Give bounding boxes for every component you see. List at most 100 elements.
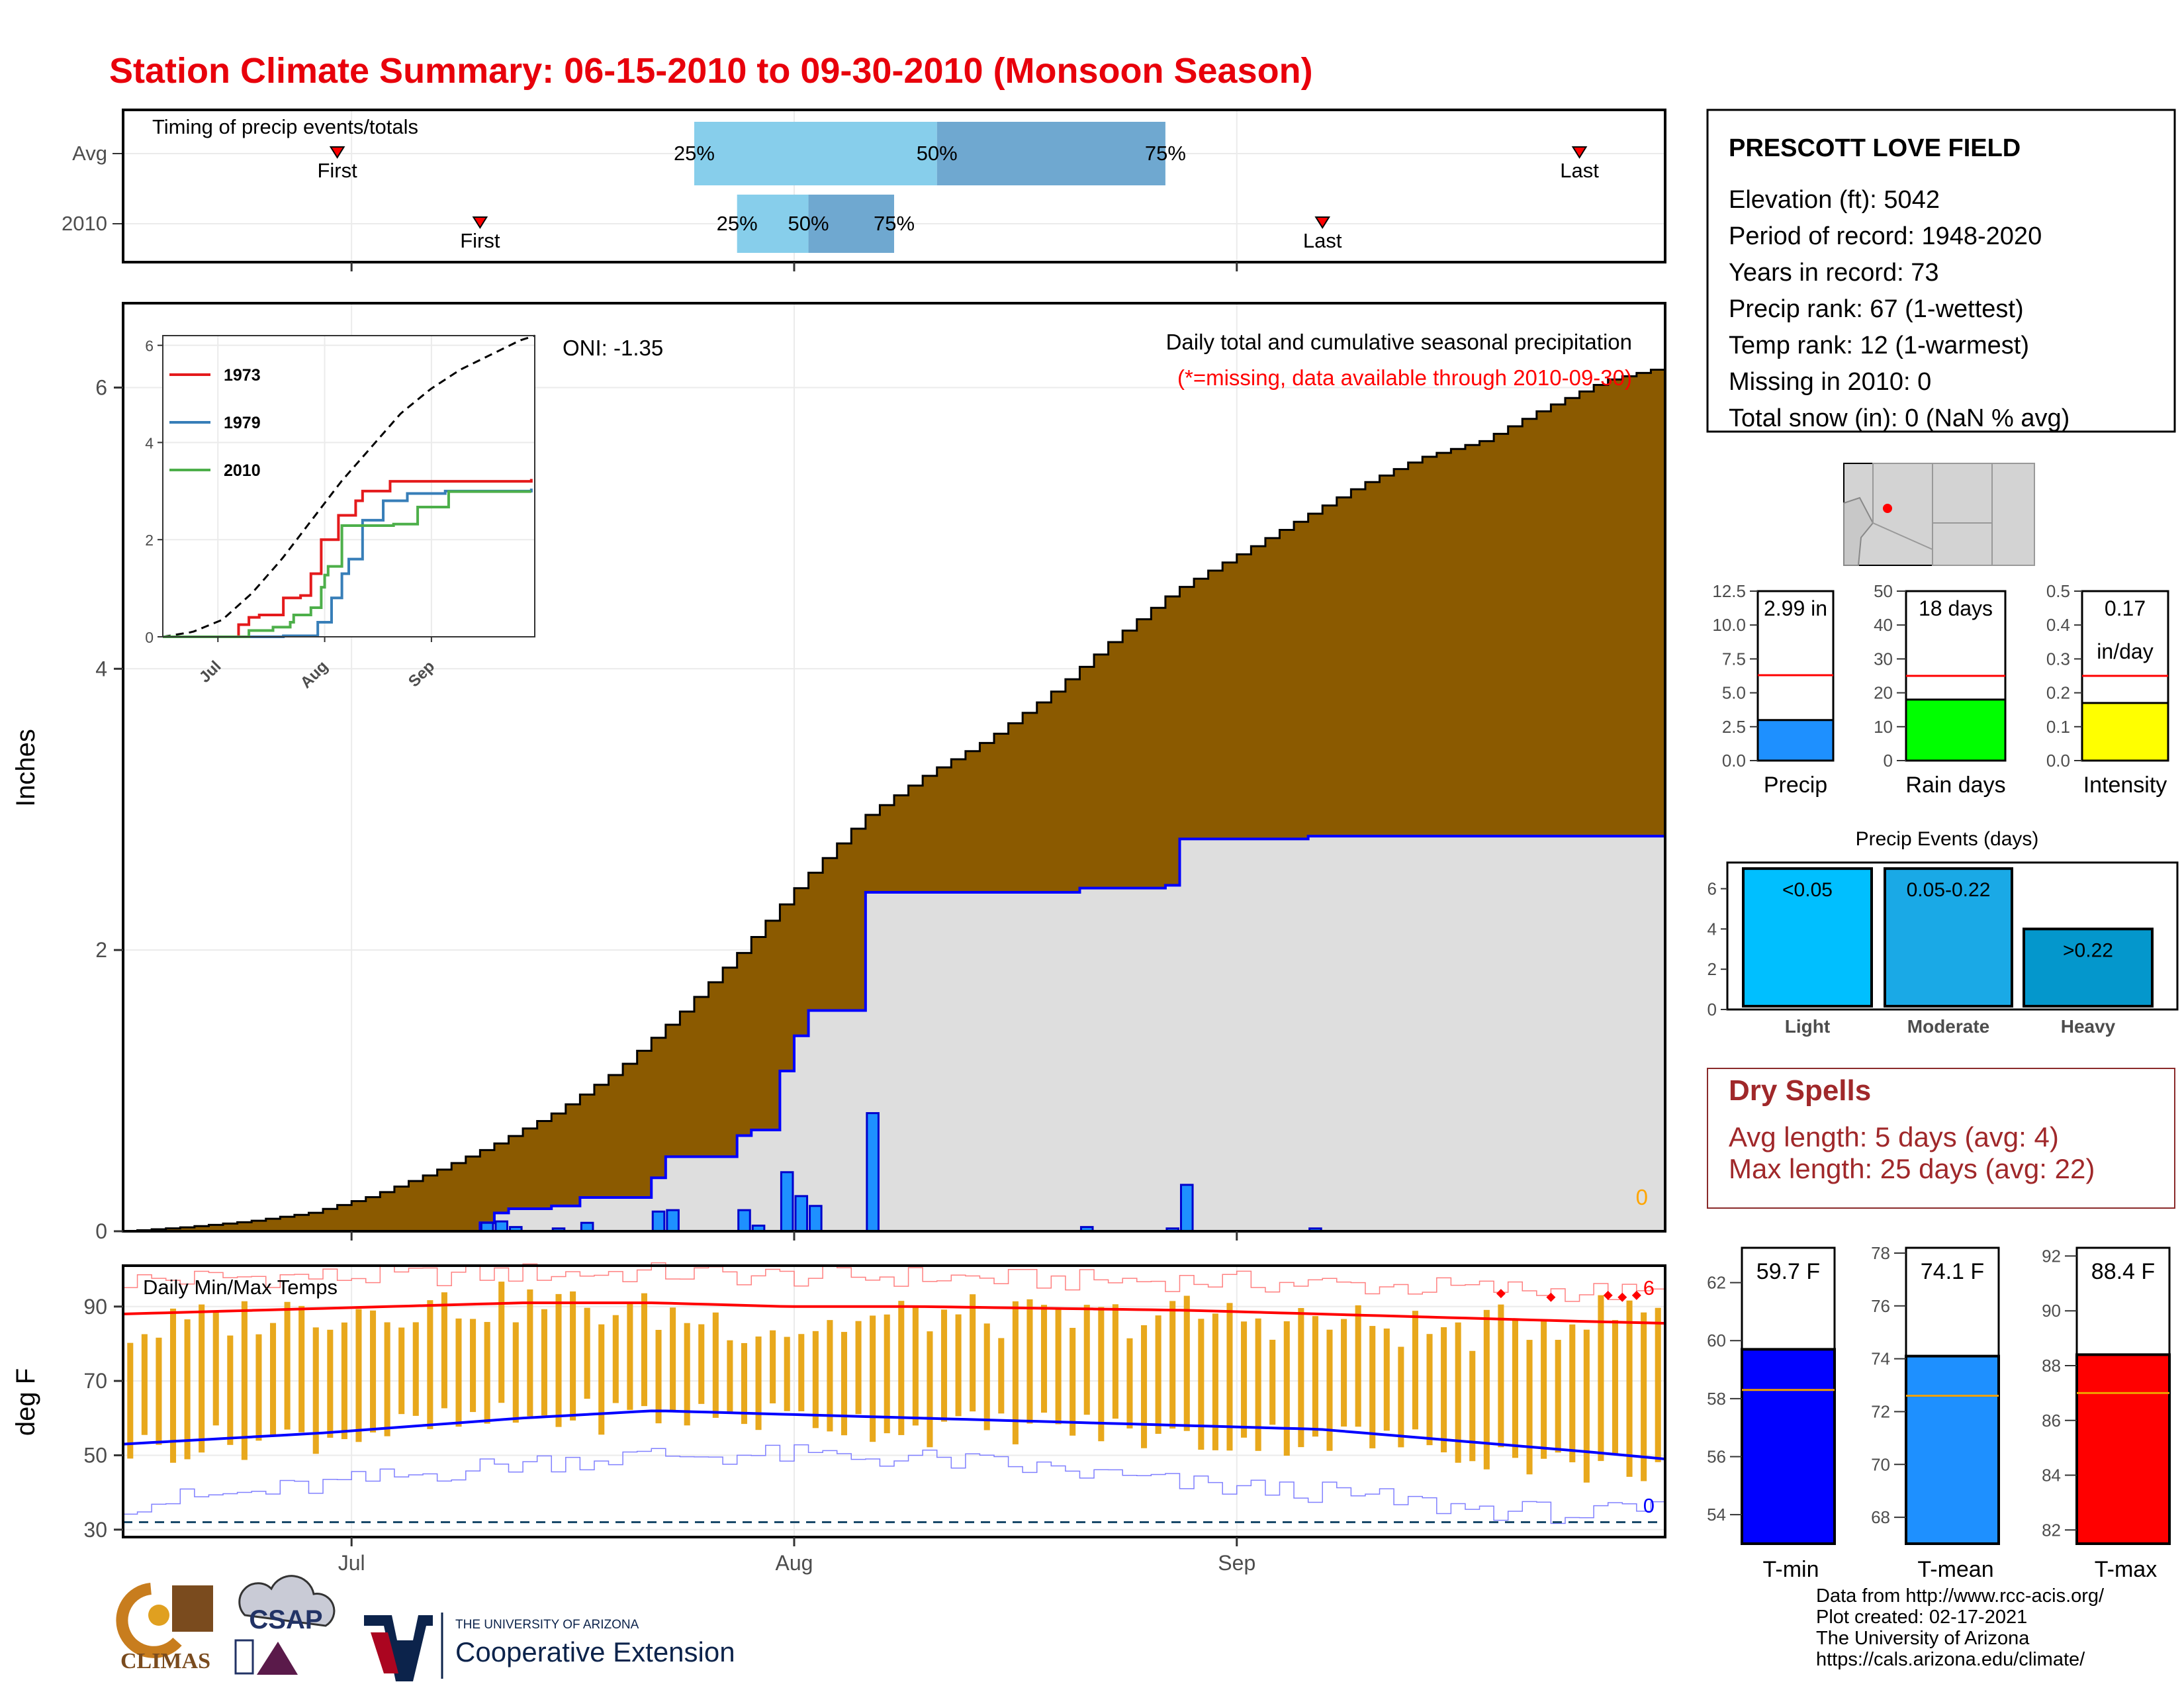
event-label: Last	[1560, 159, 1599, 182]
daily-temp-bar	[1169, 1301, 1176, 1429]
daily-temp-bar	[512, 1322, 519, 1423]
temp-chart-title: Daily Min/Max Temps	[143, 1276, 338, 1299]
daily-temp-bar	[1555, 1340, 1561, 1453]
summary-y-tick: 0.1	[2046, 717, 2070, 737]
credit-line: The University of Arizona	[1816, 1628, 2030, 1649]
event-label: Last	[1303, 229, 1342, 252]
timing-frame	[122, 109, 1666, 263]
daily-temp-bar	[998, 1338, 1005, 1414]
climas-logo-text: CLIMAS	[120, 1649, 210, 1673]
daily-temp-bar	[1312, 1316, 1318, 1437]
daily-temp-bar	[1469, 1350, 1476, 1462]
daily-temp-bar	[940, 1309, 948, 1422]
daily-temp-bar	[1198, 1319, 1205, 1450]
event-bar-2	[2023, 927, 2154, 1008]
temp-plot-area	[123, 1266, 1665, 1537]
daily-temp-bar	[1412, 1311, 1418, 1430]
daily-precip-bar	[780, 1171, 794, 1233]
pct-label-50: 50%	[917, 142, 958, 165]
daily-temp-bar	[598, 1324, 605, 1435]
summary-value-unit: in/day	[2097, 639, 2153, 663]
map-region	[1843, 496, 1874, 566]
event-category: Light	[1785, 1016, 1830, 1037]
temp-value: 88.4 F	[2091, 1259, 2155, 1284]
daily-temp-bar	[970, 1294, 976, 1412]
daily-temp-bar	[684, 1323, 690, 1426]
temp-bar-y-tick: 54	[1707, 1505, 1726, 1524]
summary-y-tick: 7.5	[1722, 649, 1746, 669]
station-location-marker	[1883, 504, 1892, 513]
summary-value: 2.99 in	[1764, 596, 1827, 620]
daily-temp-bar	[727, 1340, 733, 1413]
summary-label: Precip	[1764, 773, 1827, 798]
daily-temp-bar	[784, 1336, 790, 1411]
daily-temp-bar	[912, 1305, 919, 1426]
daily-temp-bar	[1069, 1327, 1076, 1436]
inset-y-tick: 6	[145, 338, 154, 355]
daily-temp-bar	[1355, 1305, 1361, 1427]
tmin_avg-line	[122, 1409, 1666, 1461]
daily-temp-bar	[1255, 1318, 1261, 1451]
temp-bar-y-tick: 72	[1871, 1401, 1890, 1421]
inset-frame	[162, 335, 535, 637]
event-bar-0	[1742, 867, 1873, 1008]
daily-temp-bar	[1583, 1329, 1590, 1483]
dry-spells-panel: Dry Spells Avg length: 5 days (avg: 4)Max…	[1707, 1068, 2175, 1209]
daily-temp-bar	[1040, 1305, 1048, 1413]
daily-temp-bar	[1455, 1322, 1461, 1463]
temp-bar-y-tick: 86	[2042, 1411, 2061, 1430]
daily-temp-bar	[1269, 1339, 1276, 1425]
station-info-line: Period of record: 1948-2020	[1729, 222, 2042, 250]
summary-value: 18 days	[1919, 596, 1993, 620]
events-title: Precip Events (days)	[1856, 828, 2039, 850]
temp-value: 59.7 F	[1756, 1259, 1820, 1284]
dry-spells-title: Dry Spells	[1729, 1074, 1871, 1107]
daily-temp-bar	[955, 1314, 962, 1417]
daily-temp-bar	[1483, 1309, 1490, 1470]
climas-mark-icon	[172, 1585, 213, 1632]
event-label: First	[460, 229, 500, 252]
summary-y-tick: 0.5	[2046, 581, 2070, 601]
dry-spells-max: Max length: 25 days (avg: 22)	[1729, 1153, 2095, 1184]
legend-label: 1973	[224, 366, 261, 385]
station-info-line: Elevation (ft): 5042	[1729, 186, 1940, 214]
x-tick-label: Aug	[776, 1551, 813, 1575]
timing-row-label: Avg	[72, 142, 107, 165]
daily-temp-bar	[199, 1304, 205, 1453]
temp-bar-y-tick: 70	[1871, 1454, 1890, 1474]
daily-temp-bar	[1526, 1340, 1533, 1475]
ua-small-text: THE UNIVERSITY OF ARIZONA	[455, 1618, 639, 1632]
daily-temp-bar	[298, 1305, 305, 1432]
daily-temp-bar	[227, 1335, 234, 1445]
daily-temp-bar	[1155, 1315, 1161, 1434]
daily-temp-bar	[384, 1322, 390, 1436]
daily-temp-bar	[1226, 1303, 1233, 1451]
summary-y-tick: 0.0	[1722, 751, 1746, 771]
credit-line: https://cals.arizona.edu/climate/	[1816, 1649, 2085, 1670]
daily-temp-bar	[1241, 1321, 1248, 1438]
daily-temp-bar	[670, 1307, 676, 1413]
record-highs-count: 6	[1643, 1276, 1655, 1299]
record-lows-count: 0	[1643, 1494, 1655, 1517]
events-y-tick: 0	[1707, 1000, 1717, 1019]
temp-bar-y-tick: 68	[1871, 1507, 1890, 1527]
daily-temp-bar	[798, 1334, 805, 1411]
daily-temp-bar	[441, 1292, 447, 1409]
daily-temp-bar	[427, 1300, 433, 1429]
record-high-marker	[1617, 1292, 1627, 1302]
temp-bar-y-tick: 88	[2042, 1356, 2061, 1376]
summary-bars-panel: 2.99 in 0.0 2.5 5.0 7.5 10.0 12.5 Precip 18 days…	[1712, 581, 2169, 798]
quartile-bar-50-75	[808, 195, 894, 253]
daily-temp-bar	[827, 1320, 833, 1432]
event-marker	[472, 216, 488, 229]
daily-temp-bar	[1441, 1327, 1447, 1453]
daily-temp-bar	[698, 1324, 705, 1404]
inset-y-tick: 0	[145, 629, 154, 646]
dry-spells-box	[1707, 1068, 2175, 1209]
event-category: Moderate	[1907, 1016, 1989, 1037]
daily-temp-bar	[1541, 1321, 1547, 1459]
daily-temp-bar	[741, 1342, 748, 1425]
inset-plot-area	[163, 336, 535, 637]
